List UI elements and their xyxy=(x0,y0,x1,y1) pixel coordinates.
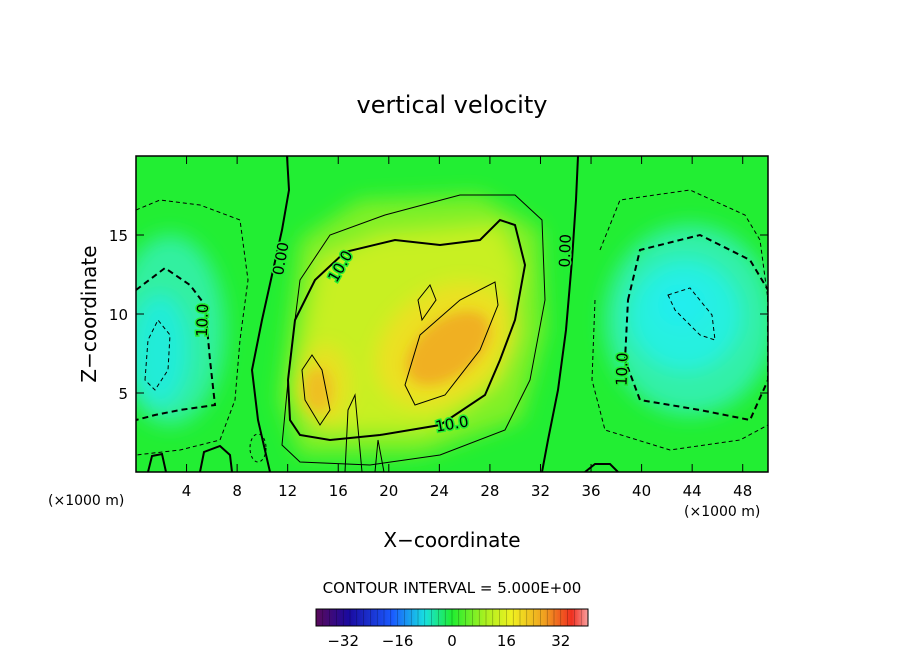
contour-label: 10.0 xyxy=(193,303,212,337)
y-tick-label: 5 xyxy=(118,385,128,403)
updraft-peak xyxy=(304,311,490,412)
colorbar-fill xyxy=(316,609,588,626)
colorbar-tick-label: 16 xyxy=(497,632,516,650)
contour-5-updraft xyxy=(281,194,546,466)
x-tick-label: 8 xyxy=(232,482,242,500)
colorbar-ticks: −32 −16 0 16 32 xyxy=(327,632,570,650)
y-tick-label: 10 xyxy=(109,306,128,324)
contour-15-updraft-b xyxy=(301,354,331,426)
x-tick-label: 28 xyxy=(480,482,499,500)
x-tick-label: 32 xyxy=(531,482,550,500)
y-ticks: 5 10 15 xyxy=(109,227,768,403)
x-tick-label: 44 xyxy=(683,482,702,500)
x-unit-left: (×1000 m) xyxy=(48,493,124,509)
x-unit-right: (×1000 m) xyxy=(684,504,760,520)
plot-area xyxy=(136,156,768,472)
contour-neg-right-outer xyxy=(599,189,768,301)
contour-zero-left xyxy=(250,156,291,472)
contour-bottom-3 xyxy=(249,433,267,463)
chart-title: vertical velocity xyxy=(357,91,548,119)
contour-neg-left-inner xyxy=(144,319,171,391)
x-tick-label: 24 xyxy=(430,482,449,500)
contour-label: 10.0 xyxy=(613,352,632,386)
y-tick-label: 15 xyxy=(109,227,128,245)
x-axis-label: X−coordinate xyxy=(383,528,520,552)
contour-bottom-2 xyxy=(199,444,233,472)
contour-zero-right xyxy=(541,156,579,472)
colorbar-tick-label: −32 xyxy=(327,632,359,650)
x-tick-label: 4 xyxy=(182,482,192,500)
x-tick-label: 12 xyxy=(278,482,297,500)
x-tick-label: 40 xyxy=(632,482,651,500)
contour-neg-left-outer xyxy=(136,199,249,456)
contour-label: 0.00 xyxy=(556,234,575,268)
contour-bottom-5 xyxy=(344,393,363,472)
contour-neg-right-outer-low xyxy=(591,299,768,451)
contour-bottom-1 xyxy=(147,452,167,472)
colorbar-tick-label: 32 xyxy=(551,632,570,650)
colorbar-tick-label: −16 xyxy=(382,632,414,650)
x-ticks: 4 8 12 16 20 24 28 32 36 40 44 48 xyxy=(182,156,752,500)
x-tick-label: 48 xyxy=(733,482,752,500)
contour-10-updraft xyxy=(286,218,527,442)
colorbar-stripes xyxy=(315,609,589,626)
updraft-core xyxy=(280,195,545,455)
contour-bottom-4 xyxy=(584,463,619,472)
contour-neg-left-10 xyxy=(136,266,217,421)
x-tick-label: 20 xyxy=(379,482,398,500)
x-tick-label: 36 xyxy=(581,482,600,500)
colorbar-tick-label: 0 xyxy=(447,632,457,650)
downdraft-left xyxy=(136,235,225,425)
y-axis-label: Z−coordinate xyxy=(77,245,101,382)
contour-interval-text: CONTOUR INTERVAL = 5.000E+00 xyxy=(323,579,582,597)
contour-neg-right-10 xyxy=(623,233,768,422)
contour-15-updraft-c xyxy=(417,284,437,322)
colorbar: −32 −16 0 16 32 xyxy=(315,608,589,650)
contour-neg-right-inner xyxy=(667,287,716,341)
x-tick-label: 16 xyxy=(329,482,348,500)
colorbar-frame xyxy=(315,608,589,627)
contour-bottom-6 xyxy=(374,439,385,472)
contour-15-updraft-a xyxy=(404,281,499,406)
